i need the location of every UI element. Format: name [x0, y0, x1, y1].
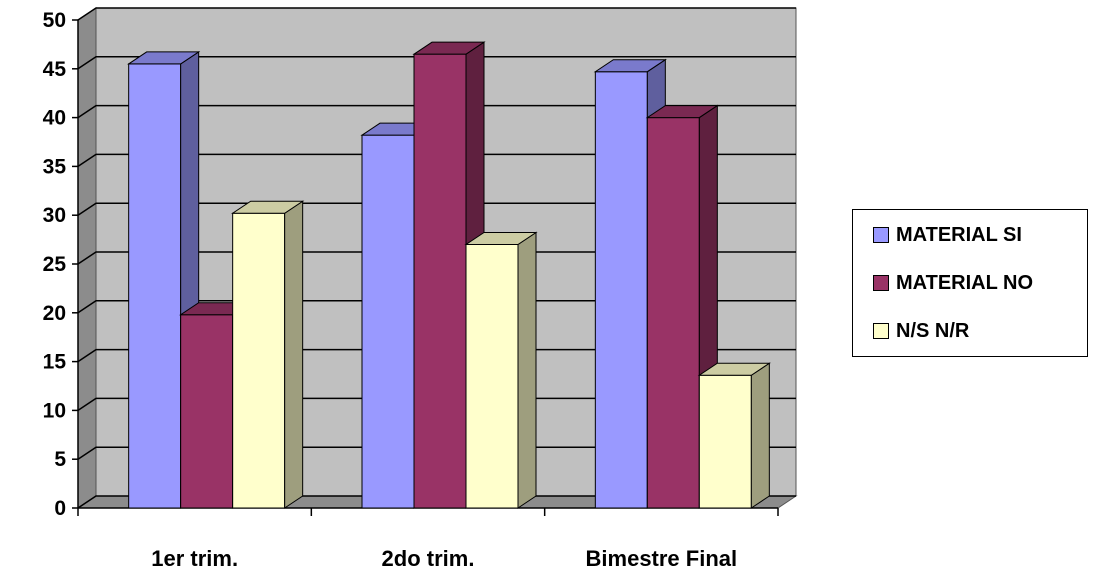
bar-side [751, 363, 769, 508]
bar-front [181, 315, 233, 508]
y-tick-label: 0 [54, 497, 66, 520]
bar-front [595, 72, 647, 508]
y-tick-label: 30 [43, 204, 66, 227]
bar [699, 363, 769, 508]
legend-label: N/S N/R [896, 320, 969, 343]
y-tick-label: 15 [43, 351, 67, 374]
y-axis-ticks: 0 5 10 15 20 25 30 35 40 45 50 [43, 9, 78, 520]
bar [233, 201, 303, 508]
x-category-label: 2do trim. [382, 546, 475, 571]
y-tick-label: 20 [43, 302, 66, 325]
y-tick-label: 45 [43, 58, 67, 81]
legend-item-ns-nr: N/S N/R [873, 318, 969, 344]
y-tick-label: 10 [43, 399, 66, 422]
legend-label: MATERIAL NO [896, 272, 1033, 295]
y-tick-label: 5 [54, 448, 66, 471]
legend-item-material-si: MATERIAL SI [873, 222, 1022, 248]
bar-side [285, 201, 303, 508]
x-category-label: Bimestre Final [586, 546, 738, 571]
y-tick-label: 40 [43, 107, 66, 130]
bar-front [233, 213, 285, 508]
bar-front [129, 64, 181, 508]
y-tick-label: 35 [43, 155, 67, 178]
legend-item-material-no: MATERIAL NO [873, 270, 1033, 296]
bar-front [647, 118, 699, 508]
legend-swatch-material-si [873, 227, 889, 243]
bar-front [414, 54, 466, 508]
legend-swatch-ns-nr [873, 323, 889, 339]
x-category-label: 1er trim. [151, 546, 238, 571]
legend-swatch-material-no [873, 275, 889, 291]
bar-front [466, 244, 518, 508]
x-axis-categories: 1er trim. 2do trim. Bimestre Final [151, 546, 737, 571]
bar-front [362, 135, 414, 508]
y-tick-label: 25 [43, 253, 67, 276]
bar [466, 232, 536, 508]
bar-side [518, 232, 536, 508]
legend: MATERIAL SI MATERIAL NO N/S N/R [852, 209, 1088, 357]
legend-label: MATERIAL SI [896, 224, 1022, 247]
bar-front [699, 375, 751, 508]
y-tick-label: 50 [43, 9, 66, 32]
